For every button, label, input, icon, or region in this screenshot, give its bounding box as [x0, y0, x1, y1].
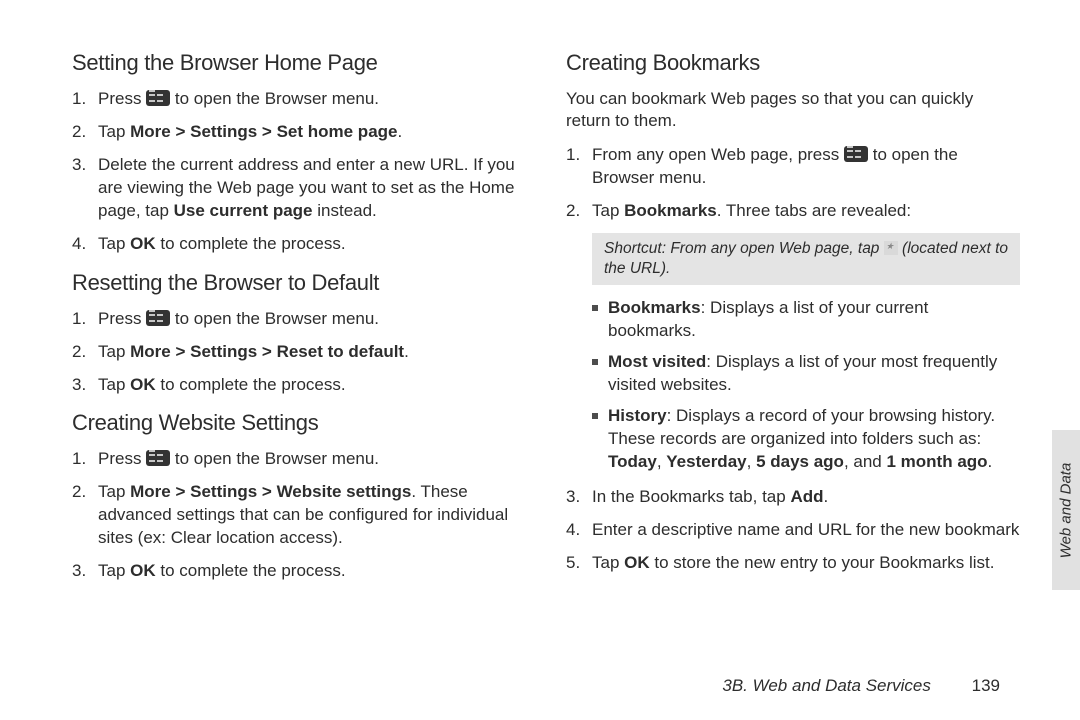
steps-set-home: Press to open the Browser menu. Tap More…: [72, 88, 526, 256]
list-item: Press to open the Browser menu.: [72, 448, 526, 471]
page-footer: 3B. Web and Data Services 139: [722, 676, 1000, 696]
heading-website-settings: Creating Website Settings: [72, 410, 526, 436]
intro-text: You can bookmark Web pages so that you c…: [566, 88, 1020, 132]
list-item: Bookmarks: Displays a list of your curre…: [592, 297, 1020, 343]
heading-set-home: Setting the Browser Home Page: [72, 50, 526, 76]
list-item: Tap More > Settings > Set home page.: [72, 121, 526, 144]
page-columns: Setting the Browser Home Page Press to o…: [72, 50, 1020, 593]
list-item: Tap OK to complete the process.: [72, 560, 526, 583]
menu-icon: [146, 310, 170, 326]
steps-bookmarks-cont: In the Bookmarks tab, tap Add. Enter a d…: [566, 486, 1020, 575]
list-item: Press to open the Browser menu.: [72, 308, 526, 331]
bookmark-icon: [884, 241, 898, 255]
list-item: In the Bookmarks tab, tap Add.: [566, 486, 1020, 509]
page-number: 139: [972, 676, 1000, 695]
list-item: Tap Bookmarks. Three tabs are revealed:: [566, 200, 1020, 223]
right-column: Creating Bookmarks You can bookmark Web …: [566, 50, 1020, 593]
side-tab: Web and Data: [1052, 430, 1080, 590]
list-item: Tap OK to store the new entry to your Bo…: [566, 552, 1020, 575]
steps-website-settings: Press to open the Browser menu. Tap More…: [72, 448, 526, 583]
list-item: From any open Web page, press to open th…: [566, 144, 1020, 190]
footer-section: 3B. Web and Data Services: [722, 676, 931, 695]
list-item: Tap More > Settings > Reset to default.: [72, 341, 526, 364]
steps-reset: Press to open the Browser menu. Tap More…: [72, 308, 526, 397]
side-tab-label: Web and Data: [1058, 462, 1075, 558]
list-item: Most visited: Displays a list of your mo…: [592, 351, 1020, 397]
list-item: Delete the current address and enter a n…: [72, 154, 526, 223]
list-item: Enter a descriptive name and URL for the…: [566, 519, 1020, 542]
menu-icon: [844, 146, 868, 162]
left-column: Setting the Browser Home Page Press to o…: [72, 50, 526, 593]
list-item: Tap OK to complete the process.: [72, 233, 526, 256]
steps-bookmarks: From any open Web page, press to open th…: [566, 144, 1020, 223]
heading-bookmarks: Creating Bookmarks: [566, 50, 1020, 76]
list-item: Press to open the Browser menu.: [72, 88, 526, 111]
list-item: Tap OK to complete the process.: [72, 374, 526, 397]
shortcut-label: Shortcut:: [604, 240, 666, 257]
shortcut-box: Shortcut: From any open Web page, tap (l…: [592, 233, 1020, 285]
list-item: History: Displays a record of your brows…: [592, 405, 1020, 474]
heading-reset: Resetting the Browser to Default: [72, 270, 526, 296]
list-item: Tap More > Settings > Website settings. …: [72, 481, 526, 550]
menu-icon: [146, 90, 170, 106]
tab-descriptions: Bookmarks: Displays a list of your curre…: [592, 297, 1020, 474]
menu-icon: [146, 450, 170, 466]
